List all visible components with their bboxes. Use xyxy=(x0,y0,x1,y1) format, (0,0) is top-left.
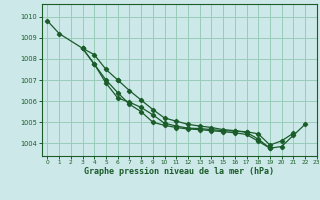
X-axis label: Graphe pression niveau de la mer (hPa): Graphe pression niveau de la mer (hPa) xyxy=(84,167,274,176)
